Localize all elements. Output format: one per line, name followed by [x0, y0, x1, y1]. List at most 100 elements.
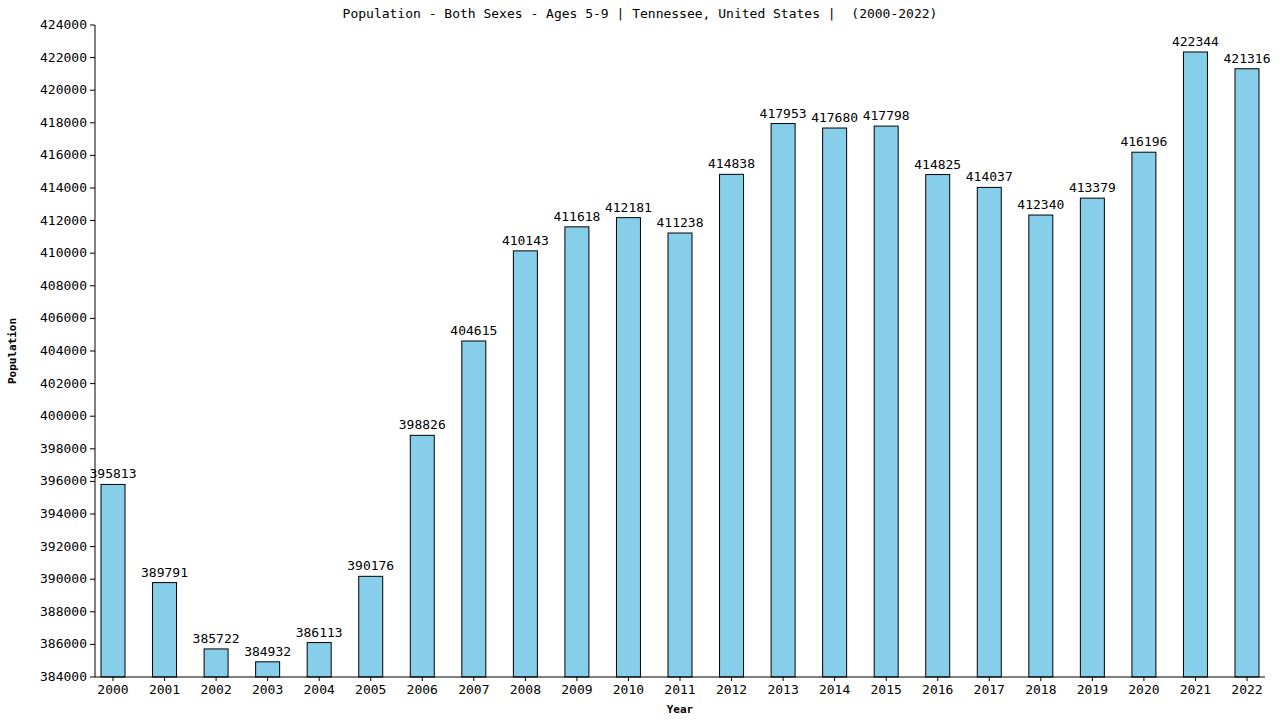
- data-label: 414838: [708, 156, 755, 171]
- y-tick-label: 400000: [40, 408, 87, 423]
- bar: [256, 662, 280, 677]
- data-label: 414825: [914, 157, 961, 172]
- x-tick: [473, 677, 474, 681]
- data-label: 411238: [657, 215, 704, 230]
- x-tick-label: 2013: [767, 682, 798, 697]
- y-tick-label: 412000: [40, 213, 87, 228]
- y-tick: [90, 155, 95, 156]
- y-tick-label: 404000: [40, 343, 87, 358]
- data-label: 411618: [553, 209, 600, 224]
- x-tick-label: 2005: [355, 682, 386, 697]
- y-tick-label: 386000: [40, 636, 87, 651]
- bar: [1029, 215, 1053, 677]
- x-tick-label: 2014: [819, 682, 850, 697]
- x-tick-label: 2006: [407, 682, 438, 697]
- y-tick: [90, 579, 95, 580]
- y-tick: [90, 318, 95, 319]
- x-tick: [216, 677, 217, 681]
- y-tick: [90, 677, 95, 678]
- y-tick: [90, 383, 95, 384]
- x-tick-label: 2015: [871, 682, 902, 697]
- y-tick: [90, 644, 95, 645]
- x-axis: [95, 677, 1265, 678]
- bar: [720, 174, 744, 677]
- title: Population - Both Sexes - Ages 5-9 | Ten…: [343, 6, 938, 21]
- data-label: 412340: [1017, 197, 1064, 212]
- y-tick-label: 384000: [40, 669, 87, 684]
- y-tick: [90, 57, 95, 58]
- data-label: 413379: [1069, 180, 1116, 195]
- x-tick-label: 2012: [716, 682, 747, 697]
- data-label: 390176: [347, 558, 394, 573]
- x-tick: [1040, 677, 1041, 681]
- data-label: 385722: [193, 631, 240, 646]
- bar: [1183, 52, 1207, 677]
- data-label: 414037: [966, 169, 1013, 184]
- x-tick: [1195, 677, 1196, 681]
- y-tick-label: 408000: [40, 278, 87, 293]
- x-tick: [319, 677, 320, 681]
- y-tick: [90, 546, 95, 547]
- x-tick: [1143, 677, 1144, 681]
- bar: [410, 435, 434, 677]
- y-tick: [90, 514, 95, 515]
- bar: [874, 126, 898, 677]
- bar: [513, 251, 537, 677]
- y-tick: [90, 253, 95, 254]
- bar: [101, 484, 125, 677]
- bar: [359, 576, 383, 677]
- y-tick: [90, 90, 95, 91]
- x-tick: [886, 677, 887, 681]
- x-tick-label: 2022: [1231, 682, 1262, 697]
- x-tick-label: 2007: [458, 682, 489, 697]
- data-label: 386113: [296, 625, 343, 640]
- bar: [926, 175, 950, 677]
- x-tick: [576, 677, 577, 681]
- chart: Population - Both Sexes - Ages 5-9 | Ten…: [0, 0, 1280, 720]
- x-tick-label: 2010: [613, 682, 644, 697]
- data-label: 410143: [502, 233, 549, 248]
- y-tick-label: 420000: [40, 82, 87, 97]
- y-tick-label: 410000: [40, 245, 87, 260]
- y-tick: [90, 416, 95, 417]
- x-tick: [164, 677, 165, 681]
- x-tick-label: 2021: [1180, 682, 1211, 697]
- y-tick-label: 424000: [40, 17, 87, 32]
- x-tick-label: 2002: [200, 682, 231, 697]
- bar: [616, 218, 640, 677]
- y-tick: [90, 351, 95, 352]
- bar: [565, 227, 589, 677]
- x-tick: [113, 677, 114, 681]
- x-tick-label: 2011: [664, 682, 695, 697]
- bar: [823, 128, 847, 677]
- x-tick: [834, 677, 835, 681]
- y-tick: [90, 220, 95, 221]
- data-label: 422344: [1172, 34, 1219, 49]
- x-tick: [989, 677, 990, 681]
- bar: [153, 583, 177, 677]
- bar: [1080, 198, 1104, 677]
- data-label: 389791: [141, 565, 188, 580]
- x-tick-label: 2019: [1077, 682, 1108, 697]
- x-tick-label: 2009: [561, 682, 592, 697]
- x-tick: [680, 677, 681, 681]
- y-tick: [90, 448, 95, 449]
- y-tick-label: 418000: [40, 115, 87, 130]
- x-tick-label: 2017: [974, 682, 1005, 697]
- bar: [1235, 69, 1259, 677]
- y-tick-label: 394000: [40, 506, 87, 521]
- y-tick: [90, 188, 95, 189]
- data-label: 404615: [450, 323, 497, 338]
- x-tick-label: 2018: [1025, 682, 1056, 697]
- y-tick: [90, 611, 95, 612]
- y-tick-label: 422000: [40, 50, 87, 65]
- y-tick: [90, 285, 95, 286]
- x-tick: [937, 677, 938, 681]
- x-tick-label: 2008: [510, 682, 541, 697]
- bar: [668, 233, 692, 677]
- y-tick: [90, 122, 95, 123]
- data-label: 398826: [399, 417, 446, 432]
- data-label: 416196: [1120, 134, 1167, 149]
- y-tick-label: 388000: [40, 604, 87, 619]
- x-tick-label: 2020: [1128, 682, 1159, 697]
